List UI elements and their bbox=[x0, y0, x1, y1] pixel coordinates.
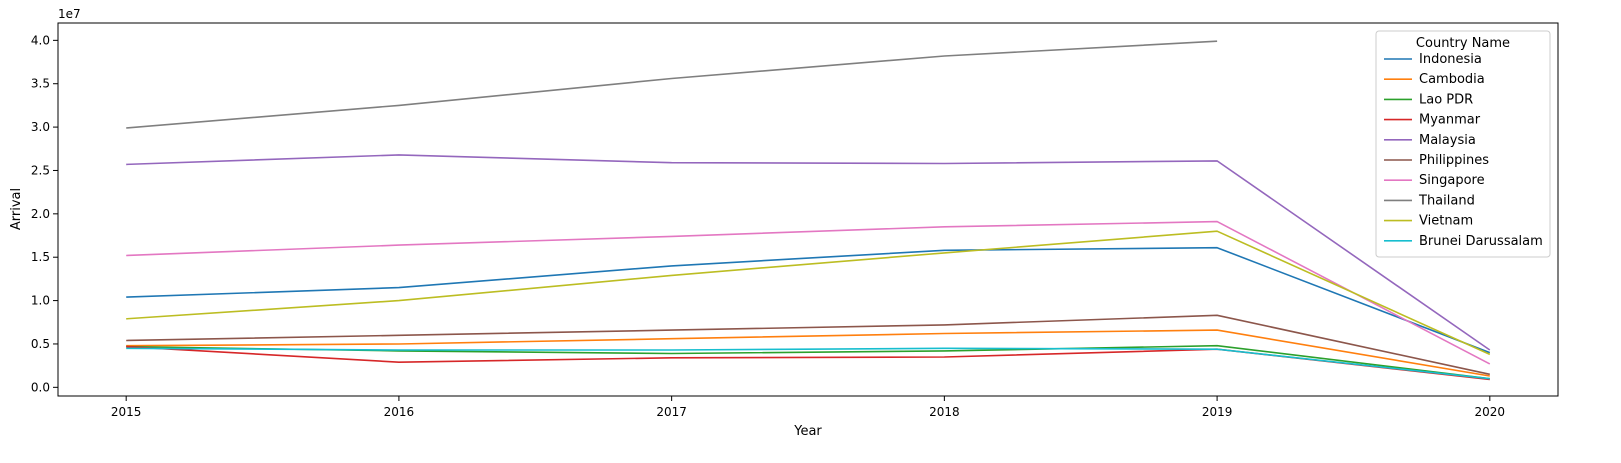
series-line-indonesia bbox=[126, 246, 1491, 354]
x-axis-label: Year bbox=[793, 424, 822, 439]
y-tick-label: 0.5 bbox=[31, 337, 50, 351]
x-tick-label: 2019 bbox=[1202, 405, 1233, 419]
legend-label-thailand: Thailand bbox=[1418, 193, 1475, 208]
y-tick-label: 1.0 bbox=[31, 294, 50, 308]
series-line-thailand bbox=[126, 40, 1218, 129]
y-offset-text: 1e7 bbox=[58, 7, 81, 21]
legend: Country Name Indonesia Cambodia Lao PDR Mya… bbox=[1375, 30, 1551, 258]
legend-label-myanmar: Myanmar bbox=[1419, 113, 1481, 128]
legend-box bbox=[1375, 30, 1551, 258]
y-tick-label: 4.0 bbox=[31, 33, 50, 47]
legend-title: Country Name bbox=[1416, 36, 1510, 51]
legend-label-brunei-darussalam: Brunei Darussalam bbox=[1419, 234, 1543, 249]
x-tick-label: 2016 bbox=[384, 405, 415, 419]
series-layer bbox=[126, 40, 1491, 381]
y-tick-label: 3.0 bbox=[31, 120, 50, 134]
series-line-philippines bbox=[126, 314, 1490, 376]
x-tick-label: 2020 bbox=[1475, 405, 1506, 419]
y-tick-label: 2.5 bbox=[31, 163, 50, 177]
legend-items: Indonesia Cambodia Lao PDR Myanmar Malaysia P… bbox=[1384, 52, 1543, 249]
y-tick-label: 2.0 bbox=[31, 207, 50, 221]
x-tick-label: 2015 bbox=[111, 405, 142, 419]
legend-label-cambodia: Cambodia bbox=[1419, 72, 1485, 87]
legend-label-philippines: Philippines bbox=[1419, 153, 1489, 168]
y-axis-label: Arrival bbox=[9, 188, 24, 230]
legend-label-indonesia: Indonesia bbox=[1419, 52, 1482, 67]
y-tick-label: 0.0 bbox=[31, 380, 50, 394]
series-line-cambodia bbox=[126, 329, 1490, 377]
legend-label-malaysia: Malaysia bbox=[1419, 133, 1476, 148]
plot-frame bbox=[57, 22, 1559, 397]
x-tick-label: 2018 bbox=[929, 405, 960, 419]
series-line-singapore bbox=[126, 220, 1491, 365]
series-line-malaysia bbox=[126, 154, 1491, 351]
legend-label-vietnam: Vietnam bbox=[1419, 214, 1473, 229]
series-line-brunei-darussalam bbox=[126, 347, 1490, 380]
x-axis: 2015 2016 2017 2018 2019 2020 bbox=[111, 396, 1505, 419]
series-line-vietnam bbox=[126, 230, 1491, 356]
x-tick-label: 2017 bbox=[656, 405, 687, 419]
y-tick-label: 1.5 bbox=[31, 250, 50, 264]
y-tick-label: 3.5 bbox=[31, 77, 50, 91]
plot-area bbox=[58, 23, 1558, 396]
y-axis: 0.0 0.5 1.0 1.5 2.0 2.5 3.0 3.5 4.0 bbox=[31, 33, 58, 394]
legend-label-lao-pdr: Lao PDR bbox=[1419, 92, 1473, 107]
legend-label-singapore: Singapore bbox=[1419, 173, 1485, 188]
